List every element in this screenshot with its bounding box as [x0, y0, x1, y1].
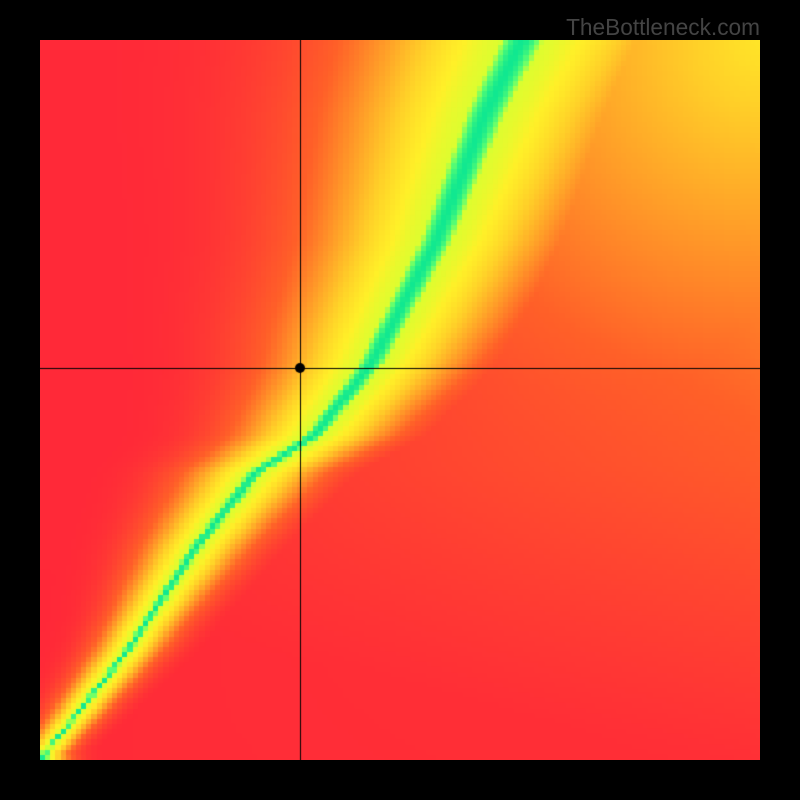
bottleneck-heatmap: [40, 40, 760, 760]
attribution-text: TheBottleneck.com: [566, 14, 760, 41]
